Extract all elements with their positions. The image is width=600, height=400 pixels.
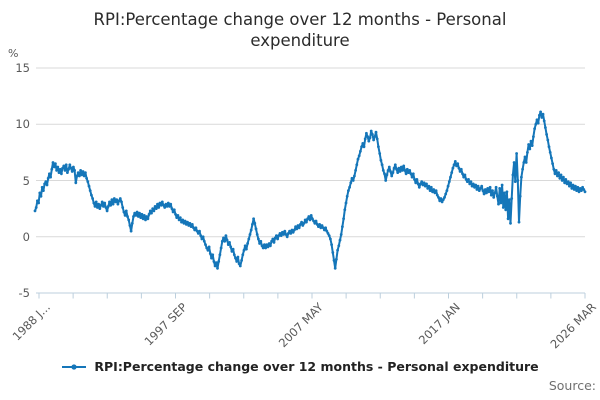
rpi-series-markers — [33, 110, 587, 270]
chart-title: RPI:Percentage change over 12 months - P… — [93, 10, 507, 51]
rpi-series-line — [34, 110, 586, 270]
legend: RPI:Percentage change over 12 months - P… — [0, 359, 600, 374]
source-label: Source: — [548, 378, 596, 393]
y-axis-unit-label: % — [8, 47, 19, 60]
y-tick-label: -5 — [18, 286, 30, 300]
y-tick-label: 15 — [15, 61, 30, 75]
y-tick-label: 0 — [22, 229, 30, 244]
y-tick-label: 10 — [15, 117, 30, 132]
legend-line-marker-icon — [62, 363, 87, 370]
y-tick-label: 5 — [22, 173, 30, 188]
legend-label: RPI:Percentage change over 12 months - P… — [94, 359, 539, 374]
